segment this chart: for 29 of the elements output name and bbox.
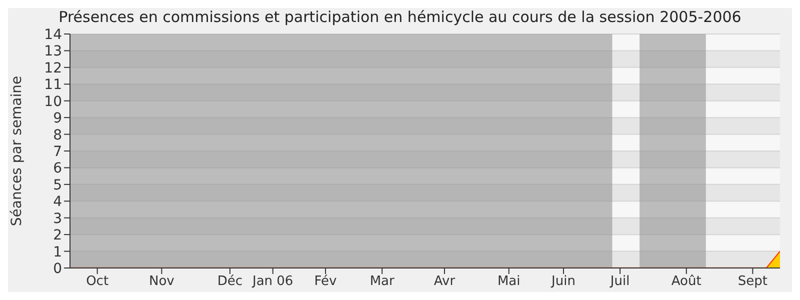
y-tick-label: 3: [53, 210, 62, 227]
x-tick-label: Mai: [497, 274, 520, 290]
x-tick-label: Mar: [370, 274, 396, 290]
y-tick-label: 2: [53, 228, 62, 244]
y-tick-label: 7: [53, 144, 62, 160]
x-tick-label: Juil: [609, 274, 630, 290]
y-tick-label: 9: [53, 110, 62, 127]
y-tick-label: 4: [53, 194, 62, 210]
x-tick-label: Sept: [738, 274, 768, 290]
y-tick-label: 12: [44, 60, 62, 76]
y-tick-label: 13: [44, 44, 62, 60]
y-tick-label: 8: [53, 127, 62, 144]
y-tick-label: 1: [53, 244, 62, 260]
x-tick-label: Fév: [314, 274, 338, 290]
y-axis-title: Séances par semaine: [8, 76, 25, 226]
x-tick-label: Août: [671, 274, 702, 290]
y-tick-label: 5: [53, 177, 62, 194]
y-tick-label: 0: [53, 260, 62, 277]
y-tick-label: 14: [44, 26, 62, 43]
y-tick-label: 11: [44, 77, 62, 94]
x-tick-label: Déc: [217, 274, 243, 290]
x-tick-label: Oct: [86, 274, 109, 290]
y-tick-label: 10: [44, 94, 62, 110]
x-tick-label: Avr: [434, 274, 456, 290]
y-tick-label: 6: [53, 160, 62, 177]
chart-title: Présences en commissions et participation en hémicycle au cours de la session 2005-2006: [58, 8, 742, 26]
x-tick-label: Juin: [550, 274, 576, 290]
x-tick-label: Jan 06: [252, 274, 294, 290]
x-tick-label: Nov: [148, 274, 175, 290]
